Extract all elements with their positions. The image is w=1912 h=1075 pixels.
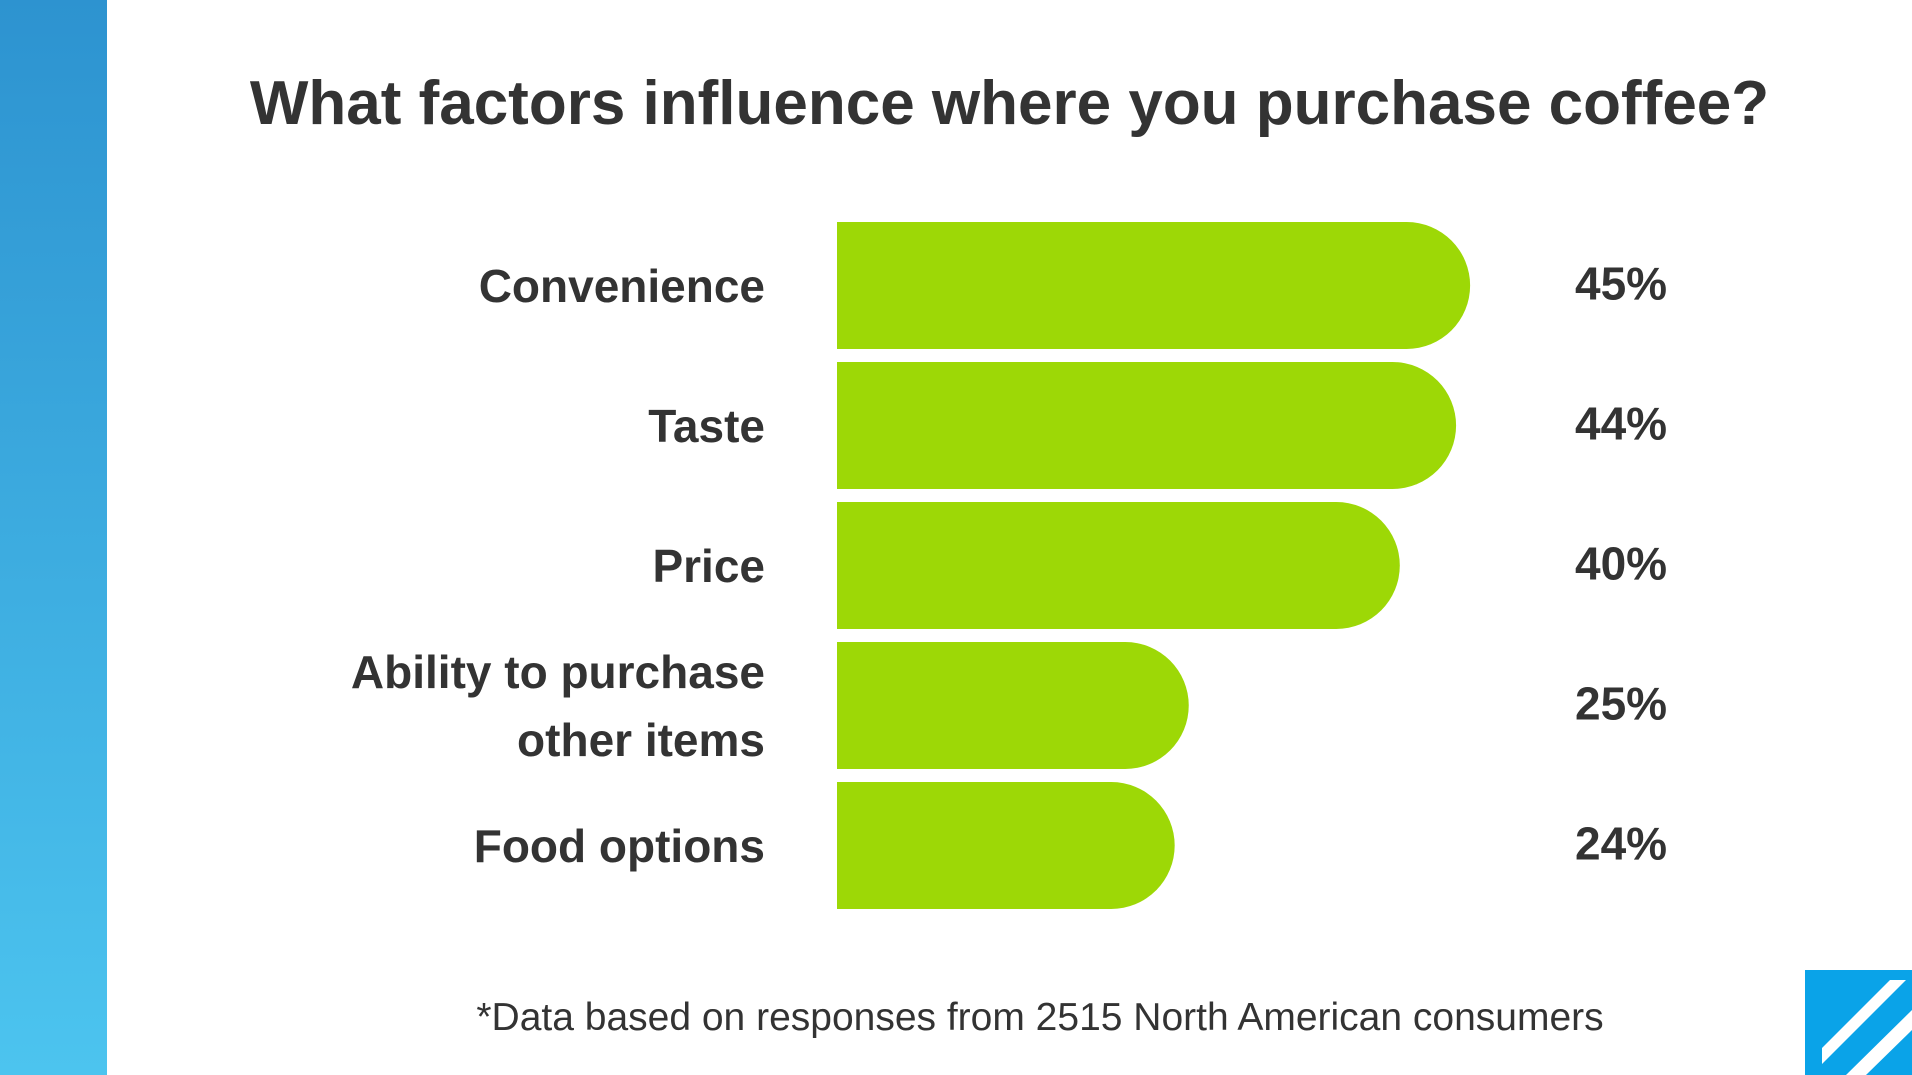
category-label: Convenience xyxy=(478,259,765,312)
value-label: 40% xyxy=(1575,538,1667,590)
category-label: Price xyxy=(652,539,765,592)
bar xyxy=(837,642,1189,769)
bar xyxy=(837,782,1175,909)
side-strip xyxy=(0,0,107,1075)
footnote: *Data based on responses from 2515 North… xyxy=(476,996,1604,1039)
bar xyxy=(837,362,1457,489)
value-label: 24% xyxy=(1575,818,1667,870)
value-label: 45% xyxy=(1575,258,1667,310)
value-label: 25% xyxy=(1575,678,1667,730)
bar xyxy=(837,222,1471,349)
value-label: 44% xyxy=(1575,398,1667,450)
category-label: Ability to purchase other items xyxy=(350,645,765,766)
bar xyxy=(837,502,1400,629)
category-label: Food options xyxy=(473,819,765,872)
chart-title: What factors influence where you purchas… xyxy=(249,69,1770,138)
category-label: Taste xyxy=(648,399,765,452)
logo xyxy=(1805,970,1912,1075)
